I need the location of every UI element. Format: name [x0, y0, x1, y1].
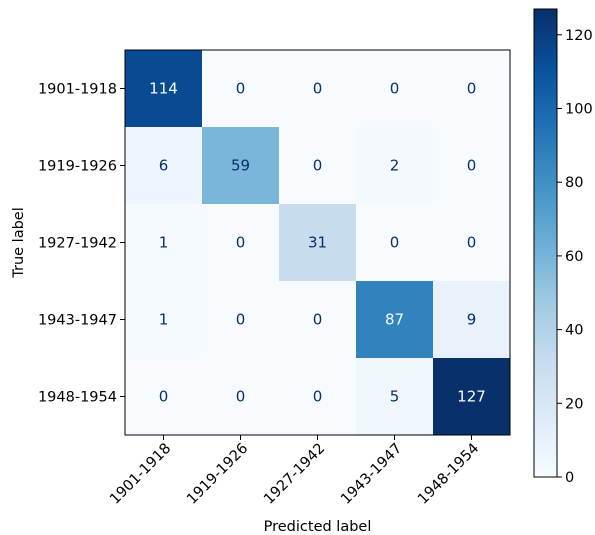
- heatmap-cell: [125, 281, 203, 359]
- cell-value-label: 0: [390, 234, 400, 252]
- cell-value-label: 59: [231, 157, 250, 175]
- cell-value-labels: 114 0 0 0 0 6 59 0 2 0 1 0 31 0 0 1 0 0 87 9 0 0 0 5 127: [149, 80, 486, 406]
- heatmap-cells: [125, 50, 511, 436]
- heatmap-cell: [279, 358, 357, 436]
- y-tick-label: 1919-1926: [38, 159, 117, 175]
- cell-value-label: 2: [390, 157, 400, 175]
- cell-value-label: 0: [467, 234, 477, 252]
- colorbar-tick-label: 80: [565, 175, 583, 191]
- heatmap-cell: [356, 204, 434, 282]
- x-tick-label: 1943-1947: [338, 441, 405, 508]
- cell-value-label: 127: [457, 388, 486, 406]
- heatmap-cell: [279, 50, 357, 128]
- cell-value-label: 0: [390, 80, 400, 98]
- heatmap-cell: [279, 127, 357, 205]
- heatmap-cell: [356, 358, 434, 436]
- cell-value-label: 0: [467, 157, 477, 175]
- y-tick-label: 1948-1954: [38, 390, 117, 406]
- heatmap-cell: [279, 204, 357, 282]
- heatmap-cell: [125, 358, 203, 436]
- x-axis-title: Predicted label: [264, 519, 372, 535]
- heatmap-cell: [202, 281, 280, 359]
- heatmap-cell: [433, 127, 511, 205]
- heatmap-cell: [125, 127, 203, 205]
- cell-value-label: 0: [313, 157, 323, 175]
- cell-value-label: 0: [313, 388, 323, 406]
- colorbar-tick-label: 100: [565, 101, 593, 117]
- colorbar-tick-label: 60: [565, 249, 583, 265]
- heatmap-cell: [356, 127, 434, 205]
- x-axis-ticks: 1901-1918 1919-1926 1927-1942 1943-1947 1948…: [107, 435, 482, 508]
- heatmap-cell: [125, 50, 203, 128]
- cell-value-label: 1: [159, 234, 169, 252]
- cell-value-label: 0: [236, 311, 246, 329]
- x-tick-label: 1948-1954: [415, 441, 482, 508]
- cell-value-label: 114: [149, 80, 178, 98]
- heatmap-cell: [202, 358, 280, 436]
- y-tick-label: 1901-1918: [38, 82, 117, 98]
- colorbar: [533, 8, 558, 478]
- heatmap-cell: [433, 204, 511, 282]
- cell-value-label: 5: [390, 388, 400, 406]
- heatmap-cell: [433, 50, 511, 128]
- colorbar-tick-label: 40: [565, 323, 583, 339]
- heatmap-cell: [125, 204, 203, 282]
- cell-value-label: 0: [236, 80, 246, 98]
- colorbar-ticks: 0 20 40 60 80 100 120: [557, 28, 593, 486]
- y-axis-title: True label: [11, 207, 27, 278]
- cell-value-label: 0: [313, 311, 323, 329]
- heatmap-cell: [356, 50, 434, 128]
- heatmap-cell: [356, 281, 434, 359]
- cell-value-label: 9: [467, 311, 477, 329]
- x-tick-label: 1927-1942: [261, 441, 328, 508]
- cell-value-label: 0: [236, 234, 246, 252]
- cell-value-label: 87: [385, 311, 404, 329]
- y-tick-label: 1927-1942: [38, 236, 117, 252]
- heatmap-cell: [433, 281, 511, 359]
- cell-value-label: 0: [467, 80, 477, 98]
- heatmap-cell: [433, 358, 511, 436]
- colorbar-tick-label: 120: [565, 28, 593, 44]
- x-tick-label: 1901-1918: [107, 441, 174, 508]
- y-tick-label: 1943-1947: [38, 313, 117, 329]
- cell-value-label: 0: [313, 80, 323, 98]
- cell-value-label: 31: [308, 234, 327, 252]
- x-tick-label: 1919-1926: [184, 441, 251, 508]
- cell-value-label: 0: [236, 388, 246, 406]
- heatmap-cell: [202, 127, 280, 205]
- colorbar-tick-label: 20: [565, 396, 583, 412]
- colorbar-tick-label: 0: [565, 470, 574, 486]
- cell-value-label: 1: [159, 311, 169, 329]
- heatmap-cell: [202, 50, 280, 128]
- heatmap-cell: [202, 204, 280, 282]
- y-axis-ticks: 1901-1918 1919-1926 1927-1942 1943-1947 1948…: [38, 82, 125, 406]
- cell-value-label: 6: [159, 157, 169, 175]
- cell-value-label: 0: [159, 388, 169, 406]
- heatmap-cell: [279, 281, 357, 359]
